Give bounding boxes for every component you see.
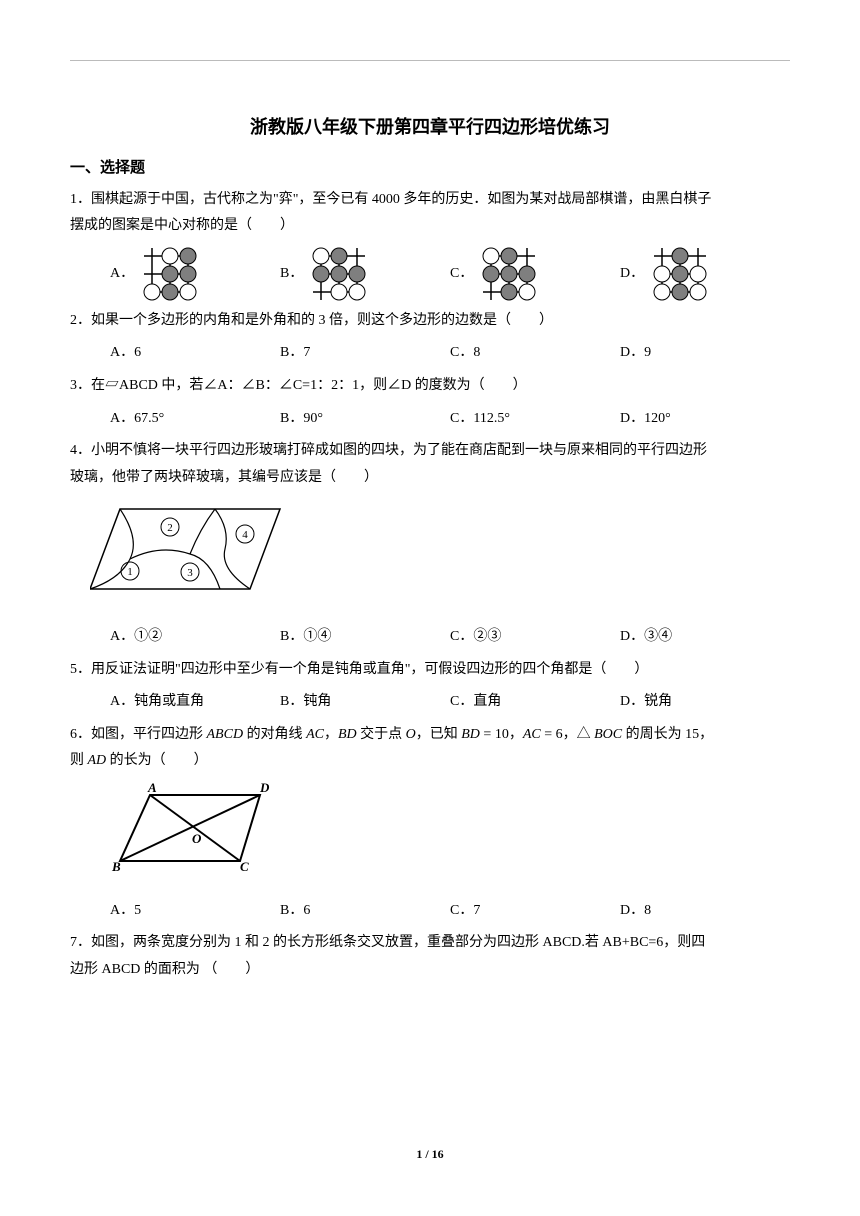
text: ，已知 <box>416 727 462 742</box>
svg-text:C: C <box>240 859 249 873</box>
text: 交于点 <box>357 727 406 742</box>
svg-text:2: 2 <box>167 522 173 534</box>
var: O <box>406 727 416 742</box>
q1-opt-a: A． <box>110 246 280 302</box>
q2-stem: 2．如果一个多边形的内角和是外角和的 3 倍，则这个多边形的边数是（ ） <box>70 308 790 335</box>
q5-options: A．钝角或直角 B．钝角 C．直角 D．锐角 <box>70 689 790 716</box>
q5-stem: 5．用反证法证明"四边形中至少有一个角是钝角或直角"，可假设四边形的四个角都是（… <box>70 657 790 684</box>
q1-opt-c: C． <box>450 246 620 302</box>
q1-opt-d-label: D． <box>620 261 644 288</box>
page-title: 浙教版八年级下册第四章平行四边形培优练习 <box>70 110 790 144</box>
svg-text:1: 1 <box>127 566 133 578</box>
q1-opt-b: B． <box>280 246 450 302</box>
text: 的对角线 <box>243 727 306 742</box>
q1-opt-a-label: A． <box>110 261 134 288</box>
q3-options: A．67.5° B．90° C．112.5° D．120° <box>70 406 790 433</box>
var: BD <box>338 727 357 742</box>
parallelogram-diagonals-figure: A D B C O <box>110 783 300 873</box>
q6-stem-line2: 则 AD 的长为（ ） <box>70 748 790 775</box>
q1-stem-line1: 1．围棋起源于中国，古代称之为"弈"，至今已有 4000 多年的历史．如图为某对… <box>70 187 790 214</box>
svg-text:B: B <box>111 859 121 873</box>
q4-options: A．①② B．①④ C．②③ D．③④ <box>70 624 790 651</box>
q6-opt-c: C．7 <box>450 898 620 925</box>
q3-opt-c: C．112.5° <box>450 406 620 433</box>
q3-opt-d: D．120° <box>620 406 790 433</box>
q4-stem-line1: 4．小明不慎将一块平行四边形玻璃打碎成如图的四块，为了能在商店配到一块与原来相同… <box>70 438 790 465</box>
svg-text:A: A <box>147 783 157 795</box>
q5-opt-b: B．钝角 <box>280 689 450 716</box>
section-heading: 一、选择题 <box>70 154 790 183</box>
q2-opt-c: C．8 <box>450 340 620 367</box>
q2-opt-d: D．9 <box>620 340 790 367</box>
svg-text:D: D <box>259 783 270 795</box>
q1-opt-d: D． <box>620 246 790 302</box>
q1-opt-b-label: B． <box>280 261 303 288</box>
q6-stem-line1: 6．如图，平行四边形 ABCD 的对角线 AC，BD 交于点 O，已知 BD =… <box>70 722 790 749</box>
text: 的周长为 15， <box>622 727 713 742</box>
q4-stem-line2: 玻璃，他带了两块碎玻璃，其编号应该是（ ） <box>70 465 790 492</box>
broken-glass-figure: 2 4 1 3 <box>90 499 290 599</box>
page-number: 1 / 16 <box>0 1143 860 1166</box>
top-rule <box>70 60 790 61</box>
svg-text:4: 4 <box>242 529 248 541</box>
text: 6．如图，平行四边形 <box>70 727 207 742</box>
var: BD <box>461 727 480 742</box>
go-board-icon <box>481 246 537 302</box>
text: 则 <box>70 753 88 768</box>
q4-opt-b: B．①④ <box>280 624 450 651</box>
q5-opt-a: A．钝角或直角 <box>110 689 280 716</box>
q3-opt-b: B．90° <box>280 406 450 433</box>
var: AD <box>88 753 107 768</box>
var: ABCD <box>207 727 244 742</box>
text: = 10， <box>480 727 523 742</box>
q7-stem-line1: 7．如图，两条宽度分别为 1 和 2 的长方形纸条交叉放置，重叠部分为四边形 A… <box>70 930 790 957</box>
q1-options: A． B． C． D． <box>70 246 790 302</box>
q5-opt-d: D．锐角 <box>620 689 790 716</box>
q4-opt-a: A．①② <box>110 624 280 651</box>
q3-stem: 3．在▱ABCD 中，若∠A：∠B：∠C=1：2：1，则∠D 的度数为（ ） <box>70 373 790 400</box>
q3-opt-a: A．67.5° <box>110 406 280 433</box>
q5-opt-c: C．直角 <box>450 689 620 716</box>
q2-opt-b: B．7 <box>280 340 450 367</box>
var: AC <box>523 727 541 742</box>
q1-opt-c-label: C． <box>450 261 473 288</box>
go-board-icon <box>142 246 198 302</box>
var: AC <box>306 727 324 742</box>
go-board-icon <box>652 246 708 302</box>
var: BOC <box>594 727 622 742</box>
q6-options: A．5 B．6 C．7 D．8 <box>70 898 790 925</box>
q1-stem-line2: 摆成的图案是中心对称的是（ ） <box>70 213 790 240</box>
q6-opt-d: D．8 <box>620 898 790 925</box>
q6-opt-b: B．6 <box>280 898 450 925</box>
q4-opt-d: D．③④ <box>620 624 790 651</box>
text: 的长为（ ） <box>106 753 208 768</box>
text: = 6，△ <box>541 727 594 742</box>
text: ， <box>324 727 338 742</box>
q7-stem-line2: 边形 ABCD 的面积为 （ ） <box>70 957 790 984</box>
svg-text:3: 3 <box>187 567 193 579</box>
svg-text:O: O <box>192 831 202 846</box>
q4-opt-c: C．②③ <box>450 624 620 651</box>
go-board-icon <box>311 246 367 302</box>
q2-options: A．6 B．7 C．8 D．9 <box>70 340 790 367</box>
q2-opt-a: A．6 <box>110 340 280 367</box>
q6-opt-a: A．5 <box>110 898 280 925</box>
